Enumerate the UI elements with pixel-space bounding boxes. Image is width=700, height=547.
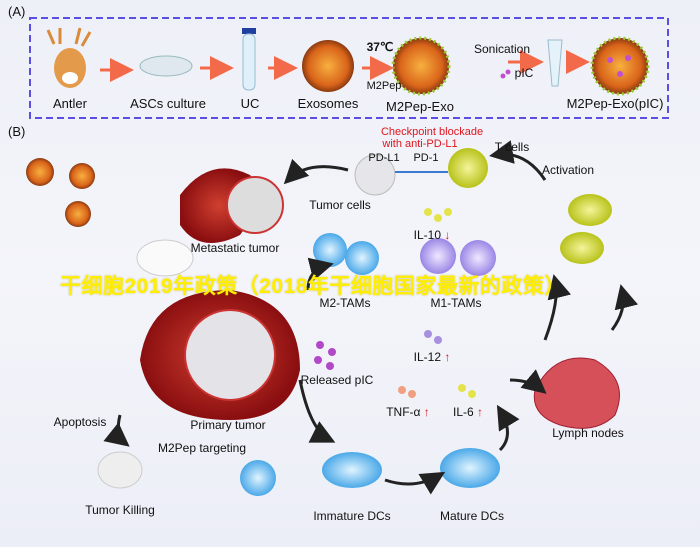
activation-label: Activation [541,163,595,177]
mature-dcs-label: Mature DCs [439,509,505,523]
panel-b-label: (B) [8,124,26,139]
step-antler: Antler [53,96,87,111]
sonication-tube-icon [547,39,563,87]
il12-label: IL-12 ↑ [413,350,451,364]
tumor-cell-icon [354,154,396,196]
primary-tumor-label: Primary tumor [190,418,266,432]
pic-label: pIC [514,66,534,80]
m2pep-targeting-label: M2Pep targeting [157,441,247,455]
step-m2pep-exo: M2Pep-Exo [386,99,454,114]
step-m2pep-exo-pic: M2Pep-Exo(pIC) [566,96,664,111]
step-uc: UC [240,96,260,111]
apoptosis-label: Apoptosis [53,415,107,429]
m2pep-exo-icon [391,36,451,96]
pd-l1-label: PD-L1 [368,152,400,164]
step-exosomes: Exosomes [297,96,359,111]
checkpoint-label-1: Checkpoint blockade [380,126,484,138]
culture-dish-icon [139,55,193,77]
immature-dc-icon [322,452,382,488]
t-cell-icon [448,148,488,188]
tumor-cells-label: Tumor cells [309,198,371,212]
m2-tam-icon [313,233,347,267]
mature-dc-icon [440,448,500,488]
step-ascs-culture: ASCs culture [130,96,206,111]
m1-tam-icon [420,238,456,274]
tube-icon [242,28,256,91]
killed-tumor-cell-icon [97,451,143,489]
t-cells-label: T cells [494,140,530,154]
tumor-killing-label: Tumor Killing [85,503,155,517]
m2pep-exo-pic-icon [590,36,650,96]
il10-label: IL-10 ↓ [413,228,451,242]
panel-a-label: (A) [8,4,26,19]
metastatic-tumor-label: Metastatic tumor [190,241,280,255]
pd-1-label: PD-1 [413,152,439,164]
immature-dcs-label: Immature DCs [313,509,391,523]
exosome-icon [302,40,354,92]
lymph-node-shape [533,357,620,429]
m2pep-label: M2Pep [366,80,402,92]
il6-label: IL-6 ↑ [452,405,484,419]
mouse-icon [136,239,194,277]
watermark-text: 干细胞2019年政策（2018年干细胞国家最新的政策） [60,275,566,298]
m2-tams-label: M2-TAMs [319,296,371,310]
sonication-label: Sonication [473,42,531,56]
m1-tams-label: M1-TAMs [430,296,482,310]
temperature-label: 37℃ [366,40,394,54]
antler-deer-icon [46,27,92,88]
tnf-label: TNF-α ↑ [386,405,430,419]
checkpoint-label-2: with anti-PD-L1 [382,138,458,150]
lymph-nodes-label: Lymph nodes [552,426,624,440]
released-pic-label: Released pIC [300,373,374,387]
panel-a-frame [29,17,669,119]
